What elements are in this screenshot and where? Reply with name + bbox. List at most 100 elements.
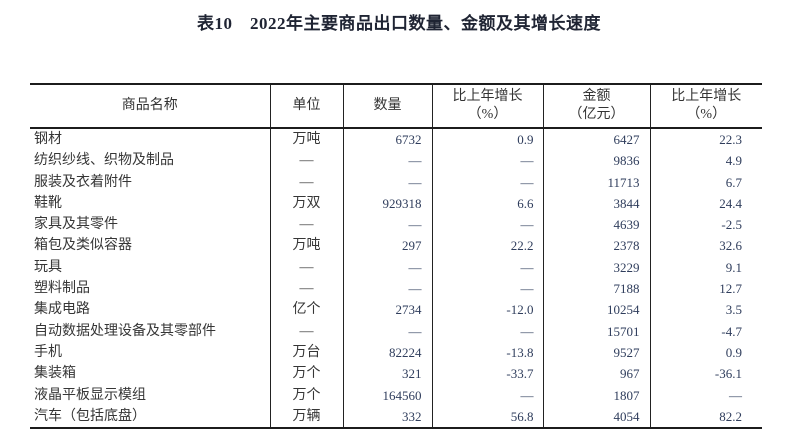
product-name-cell: 塑料制品 (34, 281, 90, 297)
value-growth-cell: 4.9 (649, 150, 762, 172)
value-cell: 15701 (542, 320, 650, 342)
value-cell: 7188 (542, 278, 650, 300)
quantity-growth-cell: — (431, 214, 543, 236)
quantity-growth-cell: — (431, 256, 543, 279)
value-cell: 6427 (542, 128, 650, 151)
product-name-cell: 自动数据处理设备及其零部件 (34, 323, 216, 339)
product-name-cell: 手机 (34, 344, 62, 360)
table-row: 集成电路 亿个 2734 -12.0 10254 3.5 (30, 299, 762, 321)
table-row: 液晶平板显示模组 万个 164560—1807— (30, 384, 762, 406)
column-header-value: 金额 （亿元） (542, 84, 650, 129)
product-name-cell: 玩具 (34, 259, 62, 275)
value-growth-cell: -2.5 (649, 214, 762, 236)
value-cell: 3229 (542, 256, 650, 279)
value-cell: 4639 (542, 214, 650, 236)
table-row: 手机 万台 82224 -13.8 9527 0.9 (30, 341, 762, 364)
quantity-cell: — (342, 320, 432, 342)
unit-cell: — (269, 256, 343, 279)
value-cell: 1807 (542, 384, 650, 406)
column-header-unit: 单位 (269, 84, 343, 129)
table-row: 家具及其零件 — — —4639 -2.5 (30, 214, 762, 236)
table-row: 自动数据处理设备及其零部件 — — —15701 -4.7 (30, 320, 762, 342)
table-row: 鞋靴 万双 929318 6.6 3844 24.4 (30, 192, 762, 215)
page: 表10 2022年主要商品出口数量、金额及其增长速度 商品名称 单位 数量 比上年增长… (0, 13, 798, 440)
product-name-cell: 钢材 (34, 132, 62, 147)
product-name-cell: 鞋靴 (34, 195, 62, 211)
quantity-cell: 6732 (342, 128, 432, 151)
table-row: 纺织纱线、织物及制品 — — —9836 4.9 (30, 150, 762, 172)
unit-cell: — (269, 278, 343, 300)
value-growth-cell: 22.3 (649, 128, 762, 151)
table-row: 塑料制品 — — —7188 12.7 (30, 278, 762, 300)
quantity-growth-cell: -12.0 (431, 299, 543, 321)
quantity-cell: — (342, 171, 432, 193)
unit-cell: 万吨 (269, 235, 343, 257)
value-growth-cell: 3.5 (649, 299, 762, 321)
value-cell: 2378 (542, 235, 650, 257)
unit-cell: 万双 (269, 192, 343, 215)
value-cell: 9527 (542, 341, 650, 364)
value-growth-cell: -4.7 (649, 320, 762, 342)
quantity-cell: — (342, 256, 432, 279)
product-name-cell: 家具及其零件 (34, 217, 118, 233)
unit-cell: 万吨 (269, 128, 343, 151)
table-title: 表10 2022年主要商品出口数量、金额及其增长速度 (197, 14, 601, 33)
product-name-cell: 液晶平板显示模组 (34, 387, 146, 403)
quantity-cell: 332 (342, 405, 432, 429)
table-row: 玩具 — — —3229 9.1 (30, 256, 762, 279)
quantity-growth-cell: — (431, 278, 543, 300)
unit-cell: — (269, 150, 343, 172)
product-name-cell: 集成电路 (34, 302, 90, 318)
quantity-cell: — (342, 150, 432, 172)
unit-cell: — (269, 214, 343, 236)
product-name-cell: 服装及衣着附件 (34, 174, 132, 190)
value-cell: 3844 (542, 192, 650, 215)
quantity-growth-cell: — (431, 384, 543, 406)
unit-cell: — (269, 320, 343, 342)
value-growth-cell: 24.4 (649, 192, 762, 215)
quantity-growth-cell: — (431, 171, 543, 193)
quantity-cell: 164560 (342, 384, 432, 406)
quantity-growth-cell: 22.2 (431, 235, 543, 257)
product-name-cell: 纺织纱线、织物及制品 (34, 153, 174, 169)
unit-cell: — (269, 171, 343, 193)
value-growth-cell: 12.7 (649, 278, 762, 300)
quantity-growth-cell: -13.8 (431, 341, 543, 364)
quantity-growth-cell: 0.9 (431, 128, 543, 151)
unit-cell: 亿个 (269, 299, 343, 321)
quantity-growth-cell: — (431, 320, 543, 342)
value-growth-cell: 0.9 (649, 341, 762, 364)
quantity-cell: — (342, 214, 432, 236)
value-cell: 11713 (542, 171, 650, 193)
quantity-cell: 82224 (342, 341, 432, 364)
column-header-product-name: 商品名称 (30, 84, 270, 129)
quantity-cell: — (342, 278, 432, 300)
quantity-cell: 297 (342, 235, 432, 257)
unit-cell: 万辆 (269, 405, 343, 429)
quantity-growth-cell: 56.8 (431, 405, 543, 429)
product-name-cell: 汽车（包括底盘） (34, 408, 146, 424)
quantity-cell: 2734 (342, 299, 432, 321)
quantity-cell: 321 (342, 363, 432, 385)
column-header-value-growth: 比上年增长 （%） (649, 84, 762, 129)
table-row: 服装及衣着附件 — — —11713 6.7 (30, 171, 762, 193)
value-cell: 967 (542, 363, 650, 385)
table-body: 钢材 万吨 6732 0.9 6427 22.3 纺织纱线、织物及制品 — — —9836 4.9 服… (30, 128, 762, 429)
value-cell: 9836 (542, 150, 650, 172)
value-growth-cell: — (649, 384, 762, 406)
table-row: 箱包及类似容器 万吨 297 22.2 2378 32.6 (30, 235, 762, 257)
value-growth-cell: 9.1 (649, 256, 762, 279)
quantity-growth-cell: 6.6 (431, 192, 543, 215)
product-name-cell: 集装箱 (34, 366, 76, 382)
value-growth-cell: -36.1 (649, 363, 762, 385)
value-growth-cell: 32.6 (649, 235, 762, 257)
quantity-cell: 929318 (342, 192, 432, 215)
table-row: 钢材 万吨 6732 0.9 6427 22.3 (30, 128, 762, 151)
quantity-growth-cell: -33.7 (431, 363, 543, 385)
quantity-growth-cell: — (431, 150, 543, 172)
product-name-cell: 箱包及类似容器 (34, 238, 132, 254)
value-growth-cell: 82.2 (649, 405, 762, 429)
header-row: 商品名称 单位 数量 比上年增长 （%） 金额 （亿元） 比上年增长 （%） (30, 84, 762, 129)
table-row: 汽车（包括底盘） 万辆 332 56.8 4054 82.2 (30, 405, 762, 429)
unit-cell: 万个 (269, 363, 343, 385)
